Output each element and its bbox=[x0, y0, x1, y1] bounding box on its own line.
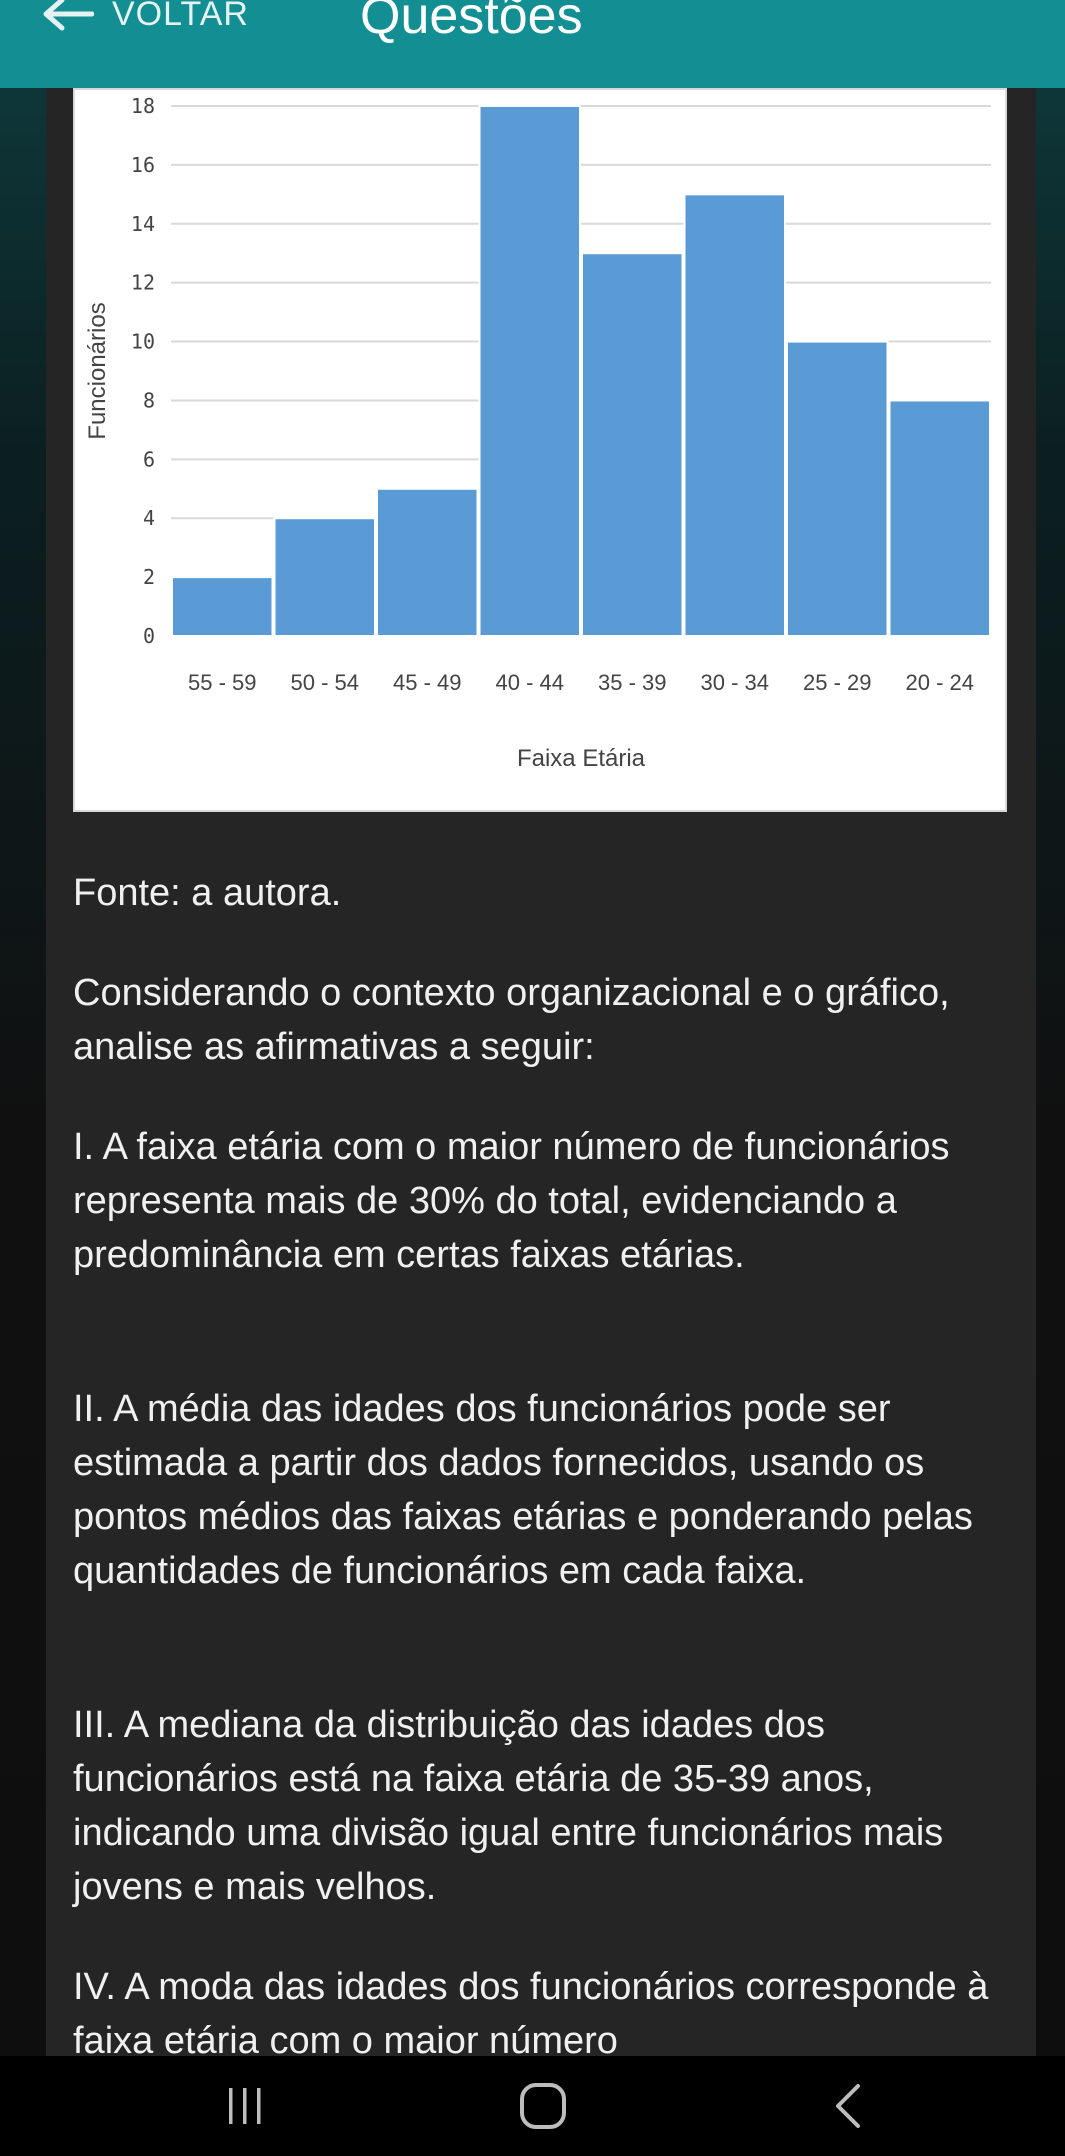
bar bbox=[683, 193, 786, 637]
statement-4: IV. A moda das idades dos funcionários c… bbox=[73, 1966, 989, 2062]
x-tick-label: 30 - 34 bbox=[701, 670, 770, 695]
bar bbox=[376, 487, 479, 637]
bar bbox=[273, 517, 376, 638]
chevron-left-icon bbox=[836, 2084, 860, 2128]
y-tick-label: 2 bbox=[143, 565, 155, 589]
y-tick-label: 12 bbox=[131, 271, 155, 295]
y-tick-label: 16 bbox=[131, 153, 155, 177]
recent-apps-button[interactable] bbox=[205, 2056, 285, 2156]
chart-svg: 0 2 4 6 8 10 12 14 16 18 55 - 59 50 - 54 45 - 49 40 -… bbox=[84, 94, 991, 772]
y-axis-label: Funcionários bbox=[84, 302, 111, 439]
y-tick-label: 0 bbox=[143, 624, 155, 648]
nav-back-button[interactable] bbox=[808, 2056, 888, 2156]
question-card: 0 2 4 6 8 10 12 14 16 18 55 - 59 50 - 54 45 - 49 40 -… bbox=[46, 88, 1036, 2062]
y-tick-label: 6 bbox=[143, 447, 155, 471]
x-tick-label: 35 - 39 bbox=[598, 670, 667, 695]
statement-3: III. A mediana da distribuição das idade… bbox=[73, 1704, 944, 1908]
home-icon bbox=[520, 2083, 566, 2129]
x-axis-label: Faixa Etária bbox=[517, 745, 646, 772]
bar bbox=[478, 105, 581, 637]
system-nav-bar bbox=[0, 2056, 1065, 2156]
intro-text: Considerando o contexto organizacional e… bbox=[73, 972, 950, 1068]
bar bbox=[786, 340, 889, 638]
bar bbox=[171, 576, 274, 638]
back-button[interactable]: VOLTAR bbox=[38, 0, 249, 36]
back-label: VOLTAR bbox=[112, 0, 249, 33]
bar bbox=[888, 399, 991, 638]
statement-1: I. A faixa etária com o maior número de … bbox=[73, 1126, 950, 1276]
y-tick-label: 14 bbox=[131, 212, 155, 236]
y-tick-label: 8 bbox=[143, 388, 155, 412]
source-text: Fonte: a autora. bbox=[73, 872, 342, 914]
x-tick-label: 55 - 59 bbox=[188, 670, 257, 695]
y-tick-label: 10 bbox=[131, 330, 155, 354]
arrow-left-icon bbox=[43, 0, 94, 31]
x-tick-label: 45 - 49 bbox=[393, 670, 462, 695]
top-app-bar: VOLTAR Questões bbox=[0, 0, 1065, 88]
home-button[interactable] bbox=[503, 2056, 583, 2156]
recent-apps-icon bbox=[229, 2088, 261, 2124]
y-tick-label: 4 bbox=[143, 506, 155, 530]
x-tick-label: 40 - 44 bbox=[496, 670, 565, 695]
y-tick-label: 18 bbox=[131, 94, 155, 118]
statement-2: II. A média das idades dos funcionários … bbox=[73, 1388, 973, 1592]
x-tick-label: 50 - 54 bbox=[291, 670, 360, 695]
x-tick-label: 20 - 24 bbox=[906, 670, 975, 695]
x-tick-label: 25 - 29 bbox=[803, 670, 872, 695]
bar bbox=[581, 252, 684, 637]
histogram-chart: 0 2 4 6 8 10 12 14 16 18 55 - 59 50 - 54 45 - 49 40 -… bbox=[73, 88, 1007, 812]
page-title: Questões bbox=[360, 0, 583, 45]
